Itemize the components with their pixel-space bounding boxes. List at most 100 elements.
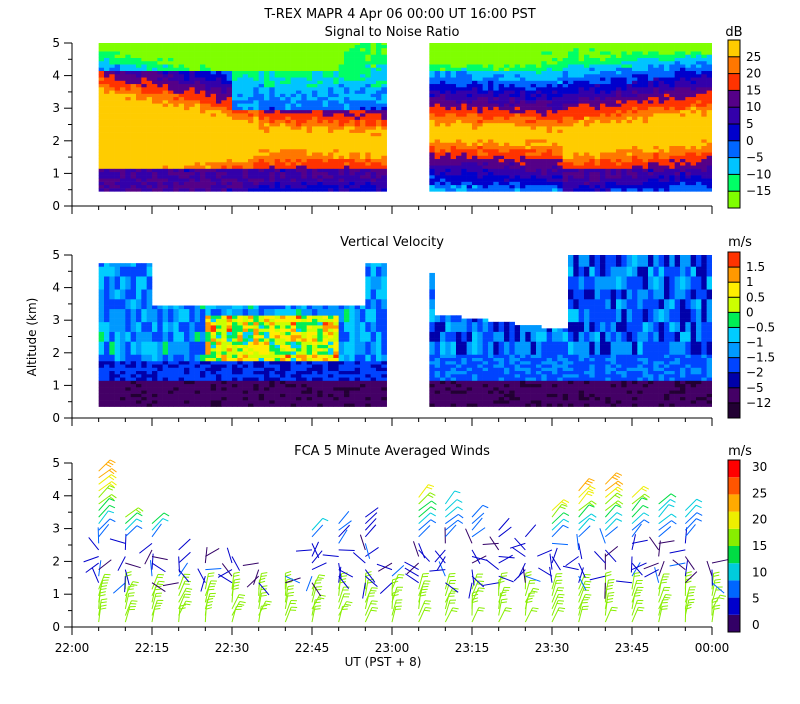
heatmap-cell <box>179 175 185 179</box>
heatmap-cell <box>120 172 126 176</box>
heatmap-cell <box>157 169 163 173</box>
heatmap-cell <box>605 165 611 169</box>
heatmap-cell <box>232 97 238 101</box>
heatmap-cell <box>573 87 579 91</box>
heatmap-cell <box>147 41 153 45</box>
heatmap-cell <box>483 149 489 153</box>
heatmap-cell <box>589 133 595 137</box>
heatmap-cell <box>360 162 366 166</box>
heatmap-cell <box>541 100 547 104</box>
heatmap-cell <box>605 84 611 88</box>
heatmap-cell <box>237 126 243 130</box>
heatmap-cell <box>205 84 211 88</box>
heatmap-cell <box>579 120 585 124</box>
heatmap-cell <box>691 152 697 156</box>
heatmap-cell <box>467 162 473 166</box>
heatmap-cell <box>259 142 265 146</box>
heatmap-cell <box>349 172 355 176</box>
heatmap-cell <box>365 185 371 189</box>
heatmap-cell <box>253 178 259 182</box>
heatmap-cell <box>616 87 622 91</box>
heatmap-cell <box>696 90 702 94</box>
heatmap-cell <box>381 54 387 58</box>
heatmap-cell <box>611 188 617 192</box>
heatmap-cell <box>312 182 318 186</box>
heatmap-cell <box>355 97 361 101</box>
heatmap-cell <box>456 71 462 75</box>
heatmap-cell <box>125 107 131 111</box>
heatmap-cell <box>147 178 153 182</box>
heatmap-cell <box>557 126 563 130</box>
heatmap-cell <box>328 110 334 114</box>
heatmap-cell <box>333 126 339 130</box>
heatmap-cell <box>653 64 659 68</box>
colorbar-segment <box>728 141 740 158</box>
heatmap-cell <box>627 133 633 137</box>
heatmap-cell <box>691 94 697 98</box>
heatmap-cell <box>483 107 489 111</box>
heatmap-cell <box>552 165 558 169</box>
heatmap-cell <box>371 142 377 146</box>
heatmap-cell <box>685 136 691 140</box>
heatmap-cell <box>99 123 105 127</box>
heatmap-cell <box>547 80 553 84</box>
heatmap-cell <box>627 126 633 130</box>
heatmap-cell <box>483 133 489 137</box>
heatmap-cell <box>467 84 473 88</box>
heatmap-cell <box>627 162 633 166</box>
heatmap-cell <box>189 48 195 52</box>
heatmap-cell <box>312 155 318 159</box>
heatmap-cell <box>541 120 547 124</box>
heatmap-cell <box>259 90 265 94</box>
heatmap-cell <box>680 48 686 52</box>
heatmap-cell <box>115 162 121 166</box>
heatmap-cell <box>488 139 494 143</box>
heatmap-cell <box>664 178 670 182</box>
heatmap-cell <box>248 100 254 104</box>
heatmap-cell <box>659 162 665 166</box>
heatmap-cell <box>109 74 115 78</box>
heatmap-cell <box>344 58 350 62</box>
heatmap-cell <box>211 77 217 81</box>
heatmap-cell <box>600 80 606 84</box>
heatmap-cell <box>381 142 387 146</box>
heatmap-cell <box>253 172 259 176</box>
heatmap-cell <box>333 58 339 62</box>
heatmap-cell <box>696 41 702 45</box>
heatmap-cell <box>477 110 483 114</box>
heatmap-cell <box>120 178 126 182</box>
heatmap-cell <box>632 142 638 146</box>
heatmap-cell <box>525 51 531 55</box>
heatmap-cell <box>515 87 521 91</box>
heatmap-cell <box>216 54 222 58</box>
heatmap-cell <box>205 139 211 143</box>
heatmap-cell <box>152 169 158 173</box>
heatmap-cell <box>371 110 377 114</box>
heatmap-cell <box>328 80 334 84</box>
heatmap-cell <box>120 103 126 107</box>
heatmap-cell <box>685 94 691 98</box>
heatmap-cell <box>333 54 339 58</box>
heatmap-cell <box>669 123 675 127</box>
heatmap-cell <box>360 48 366 52</box>
heatmap-cell <box>157 107 163 111</box>
heatmap-cell <box>184 116 190 120</box>
heatmap-cell <box>179 84 185 88</box>
heatmap-cell <box>488 90 494 94</box>
heatmap-cell <box>333 48 339 52</box>
heatmap-cell <box>579 64 585 68</box>
heatmap-cell <box>541 172 547 176</box>
heatmap-cell <box>365 77 371 81</box>
heatmap-cell <box>595 110 601 114</box>
heatmap-cell <box>120 67 126 71</box>
heatmap-cell <box>595 45 601 49</box>
heatmap-cell <box>488 51 494 55</box>
heatmap-cell <box>488 113 494 117</box>
heatmap-cell <box>648 185 654 189</box>
heatmap-cell <box>211 172 217 176</box>
heatmap-cell <box>344 45 350 49</box>
heatmap-cell <box>221 146 227 150</box>
heatmap-cell <box>525 94 531 98</box>
heatmap-cell <box>456 64 462 68</box>
heatmap-cell <box>152 100 158 104</box>
